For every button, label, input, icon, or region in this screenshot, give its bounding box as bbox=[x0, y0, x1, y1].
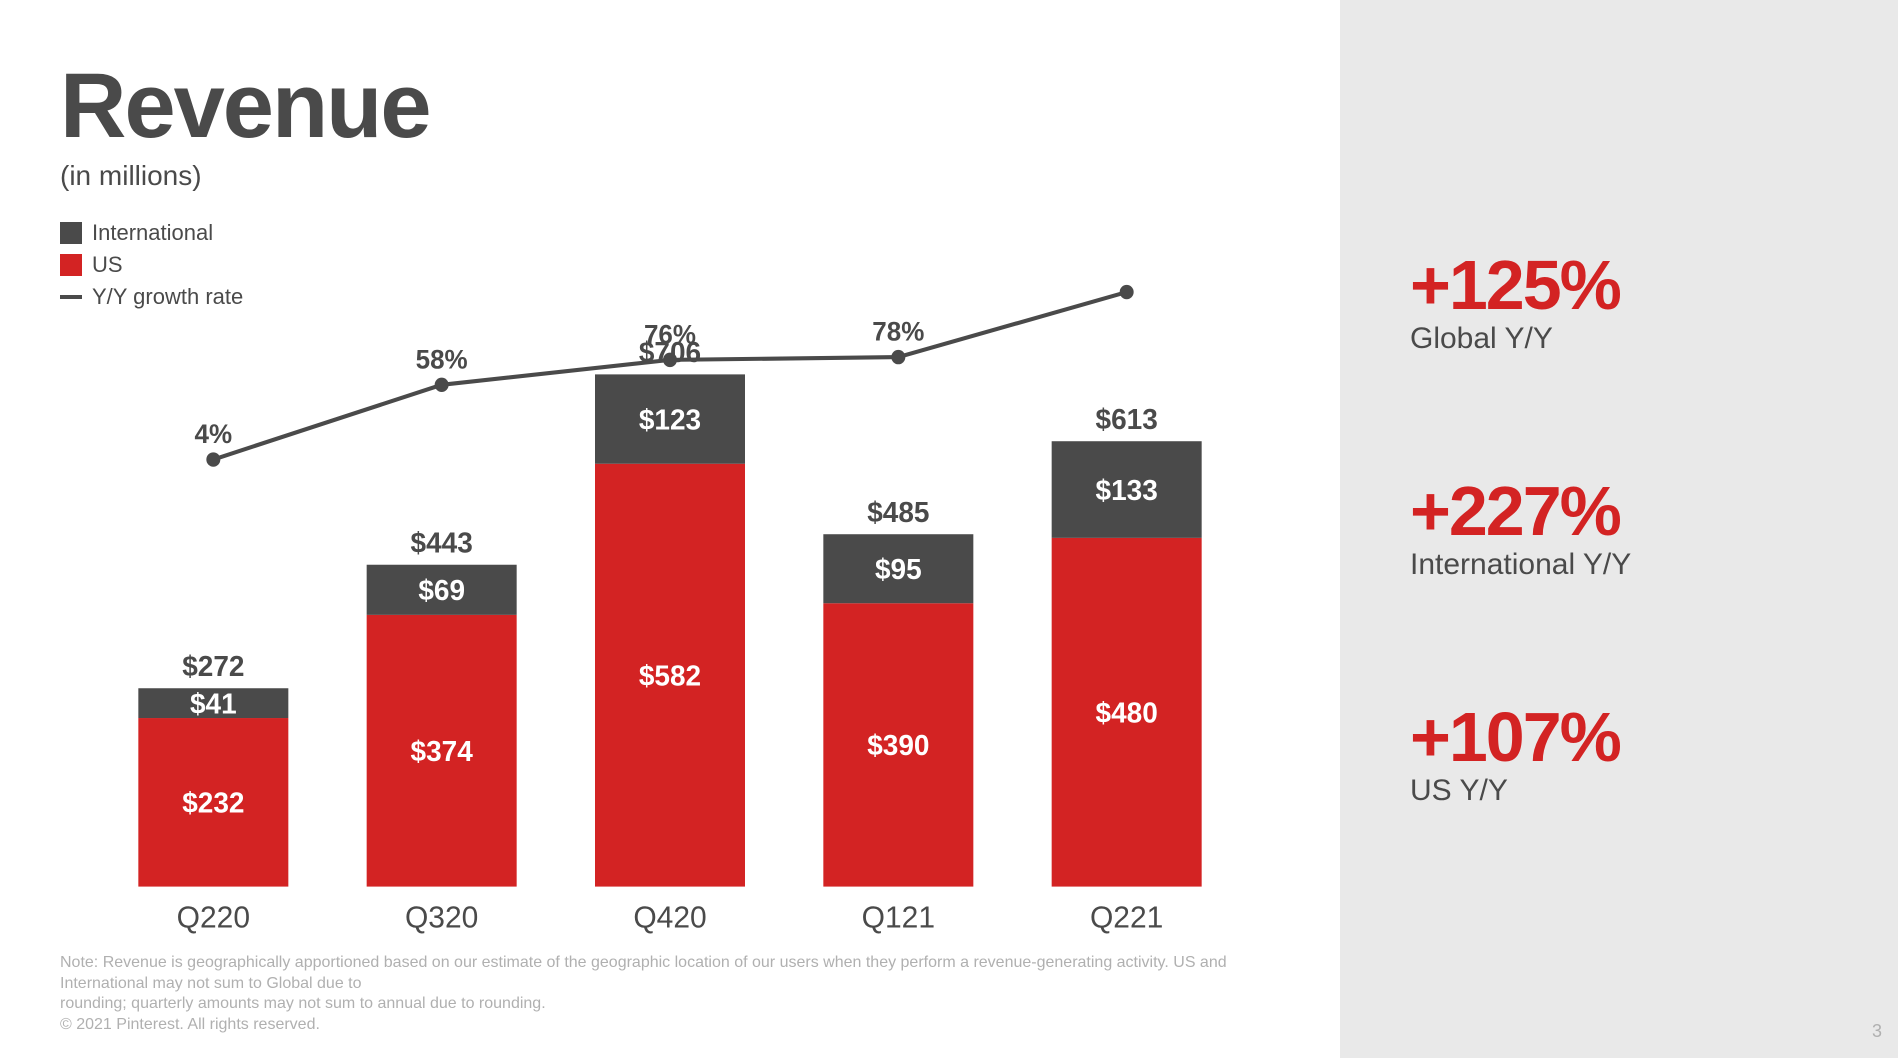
stat-label: Global Y/Y bbox=[1410, 322, 1898, 356]
bar-label-us: $390 bbox=[867, 730, 929, 762]
legend-item-international: International bbox=[60, 220, 1280, 246]
footnote-line: Note: Revenue is geographically apportio… bbox=[60, 953, 1260, 995]
bar-label-total: $613 bbox=[1096, 404, 1158, 436]
bar-label-total: $272 bbox=[182, 651, 244, 683]
stat-value: +125% bbox=[1410, 250, 1898, 320]
growth-marker bbox=[435, 378, 449, 392]
bar-label-international: $95 bbox=[875, 554, 922, 586]
stat-label: International Y/Y bbox=[1410, 548, 1898, 582]
category-label: Q420 bbox=[633, 900, 706, 934]
bar-label-international: $41 bbox=[190, 688, 237, 720]
stat-global: +125% Global Y/Y bbox=[1410, 250, 1898, 356]
stats-sidebar: +125% Global Y/Y +227% International Y/Y… bbox=[1340, 0, 1898, 1058]
footnote: Note: Revenue is geographically apportio… bbox=[60, 953, 1260, 1036]
page-title: Revenue bbox=[60, 60, 1280, 152]
bar-label-total: $485 bbox=[867, 497, 929, 529]
growth-marker bbox=[663, 353, 677, 367]
page-number: 3 bbox=[1872, 1021, 1882, 1042]
stat-value: +107% bbox=[1410, 702, 1898, 772]
growth-label: 125% bbox=[1093, 280, 1159, 282]
category-label: Q221 bbox=[1090, 900, 1163, 934]
slide: Revenue (in millions) International US Y… bbox=[0, 0, 1898, 1058]
category-label: Q121 bbox=[862, 900, 935, 934]
legend-swatch-international bbox=[60, 222, 82, 244]
stat-international: +227% International Y/Y bbox=[1410, 476, 1898, 582]
category-label: Q220 bbox=[177, 900, 250, 934]
growth-label: 58% bbox=[416, 344, 468, 374]
bar-label-international: $123 bbox=[639, 404, 701, 436]
growth-marker bbox=[206, 452, 220, 466]
growth-marker bbox=[891, 350, 905, 364]
bar-label-total: $443 bbox=[411, 527, 473, 559]
bar-label-international: $69 bbox=[418, 575, 465, 607]
bar-label-us: $374 bbox=[411, 736, 473, 768]
category-label: Q320 bbox=[405, 900, 478, 934]
bar-label-us: $480 bbox=[1096, 697, 1158, 729]
footnote-line: rounding; quarterly amounts may not sum … bbox=[60, 994, 1260, 1015]
revenue-chart: $232$41$272Q220$374$69$443Q320$582$123$7… bbox=[60, 280, 1280, 938]
content-area: Revenue (in millions) International US Y… bbox=[0, 0, 1340, 1058]
bar-label-us: $582 bbox=[639, 660, 701, 692]
subtitle: (in millions) bbox=[60, 160, 1280, 192]
legend-label: International bbox=[92, 220, 213, 246]
chart-svg: $232$41$272Q220$374$69$443Q320$582$123$7… bbox=[60, 280, 1280, 938]
bar-label-international: $133 bbox=[1096, 474, 1158, 506]
legend-item-us: US bbox=[60, 252, 1280, 278]
growth-label: 76% bbox=[644, 319, 696, 349]
growth-label: 4% bbox=[195, 419, 233, 449]
stat-label: US Y/Y bbox=[1410, 774, 1898, 808]
legend-swatch-us bbox=[60, 254, 82, 276]
legend-label: US bbox=[92, 252, 123, 278]
stat-us: +107% US Y/Y bbox=[1410, 702, 1898, 808]
growth-marker bbox=[1120, 285, 1134, 299]
growth-label: 78% bbox=[872, 316, 924, 346]
stat-value: +227% bbox=[1410, 476, 1898, 546]
bar-label-us: $232 bbox=[182, 787, 244, 819]
copyright: © 2021 Pinterest. All rights reserved. bbox=[60, 1015, 1260, 1036]
